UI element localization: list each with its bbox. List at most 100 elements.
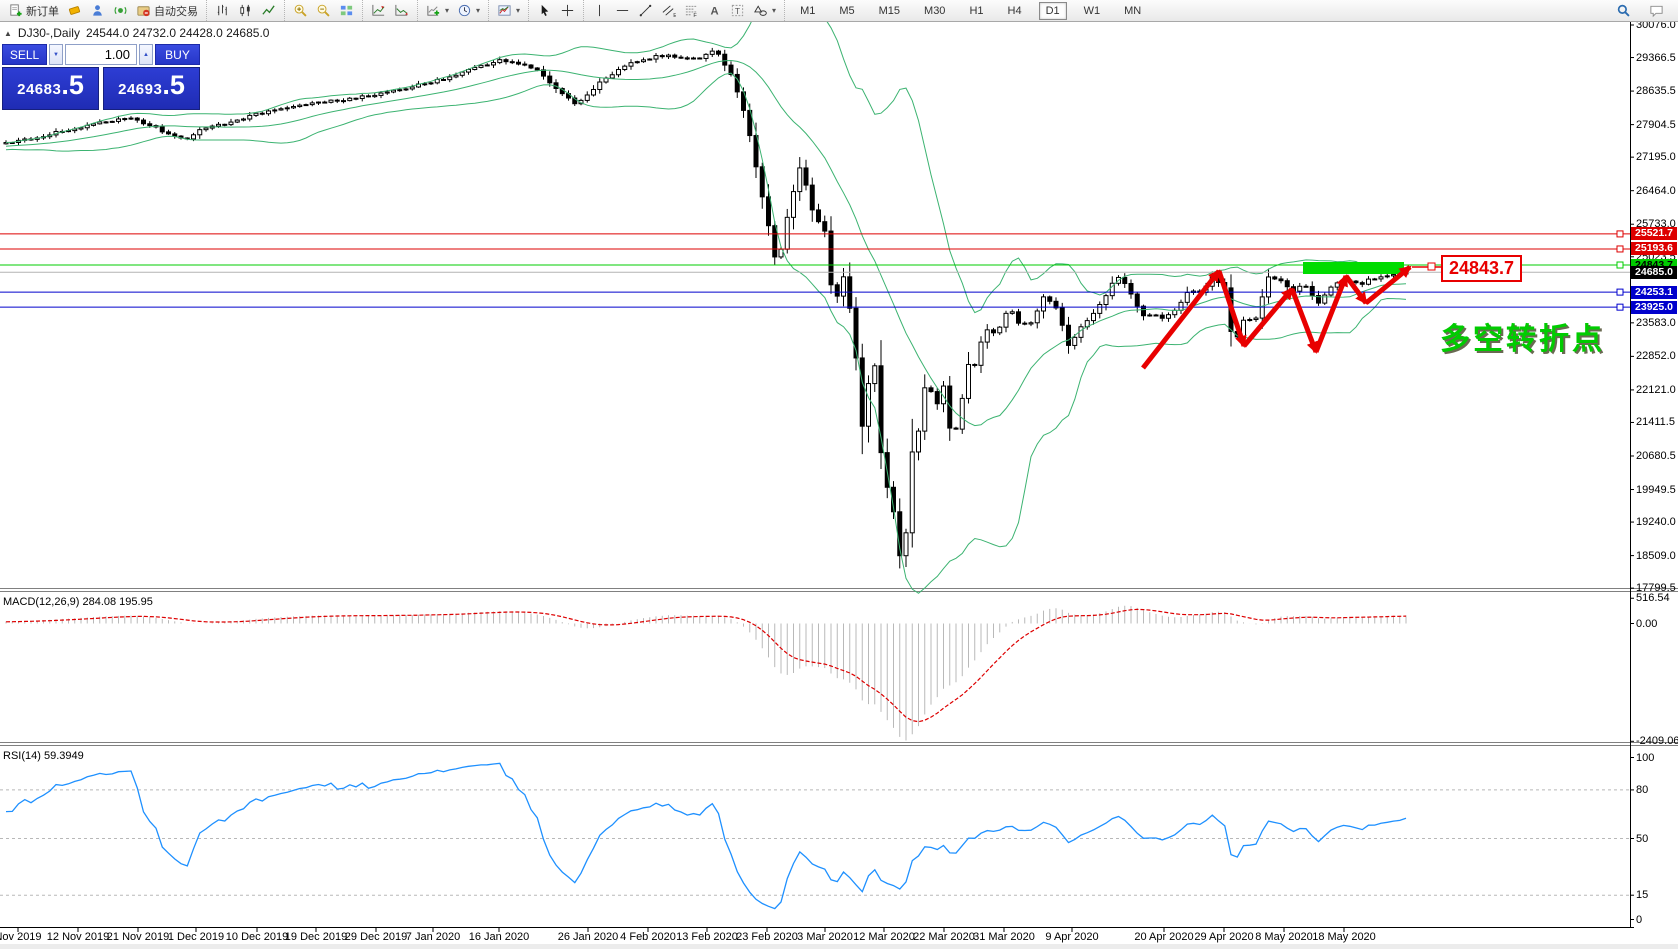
sell-price-display[interactable]: 246835 xyxy=(2,67,99,110)
label-tool-button[interactable]: T xyxy=(726,2,749,20)
new-order-button[interactable]: 新订单 xyxy=(4,2,63,20)
search-icon xyxy=(1617,4,1630,17)
auto-trading-button[interactable]: 自动交易 xyxy=(132,2,202,20)
timeframe-button-m30[interactable]: M30 xyxy=(917,2,952,20)
scale-window-button[interactable] xyxy=(390,2,413,20)
bar-chart-mode-button[interactable] xyxy=(211,2,234,20)
line-handle[interactable] xyxy=(1616,303,1624,311)
timeframe-bar: M1 M5 M15 M30 H1 H4 D1 W1 MN xyxy=(785,1,1156,20)
price-callout-label[interactable]: 24843.7 xyxy=(1441,255,1522,282)
text-tool-button[interactable]: A xyxy=(703,2,726,20)
zoom-out-icon xyxy=(317,4,330,17)
broadcast-button[interactable] xyxy=(109,2,132,20)
horizontal-line-tool-button[interactable] xyxy=(611,2,634,20)
window-bottom-strip xyxy=(0,944,1678,949)
new-order-icon xyxy=(10,4,22,17)
chart-template-icon xyxy=(498,5,511,16)
svg-text:A: A xyxy=(710,6,718,18)
ohlc-values: 24544.0 24732.0 24428.0 24685.0 xyxy=(85,26,270,40)
toolbar-group-standard: 新订单 自动交易 xyxy=(0,0,207,21)
zigzag-trend-arrows[interactable] xyxy=(1141,265,1412,370)
vertical-line-tool-button[interactable] xyxy=(588,2,611,20)
line-chart-mode-button[interactable] xyxy=(257,2,280,20)
volume-decrease-button[interactable]: ▼ xyxy=(49,44,63,65)
chevron-down-icon: ▾ xyxy=(772,6,777,15)
add-indicator-icon xyxy=(427,5,440,16)
text-label-icon: T xyxy=(731,4,744,17)
buy-price-pip: 5 xyxy=(162,72,185,99)
new-order-label: 新订单 xyxy=(26,5,59,18)
tile-windows-button[interactable] xyxy=(335,2,358,20)
timeframe-button-m15[interactable]: M15 xyxy=(872,2,907,20)
triangle-down-icon: ▼ xyxy=(53,51,59,58)
toolbar-group-chart-type: ▾ xyxy=(489,0,530,21)
timeframe-button-mn[interactable]: MN xyxy=(1117,2,1148,20)
line-handle[interactable] xyxy=(1616,288,1624,296)
add-indicator-button[interactable]: ▾ xyxy=(422,2,453,20)
equidistant-channel-icon: E xyxy=(662,5,676,18)
timeframe-button-m5[interactable]: M5 xyxy=(832,2,861,20)
toolbar-group-objects: E F A T ▾ xyxy=(584,0,786,21)
macd-histogram xyxy=(5,605,1407,741)
vertical-line-icon xyxy=(599,4,601,17)
chat-button[interactable] xyxy=(1645,2,1668,20)
sell-price-pip: 5 xyxy=(61,72,84,99)
timeframe-button-m1[interactable]: M1 xyxy=(793,2,822,20)
shapes-tool-button[interactable]: ▾ xyxy=(749,2,780,20)
candlestick-mode-button[interactable] xyxy=(234,2,257,20)
channel-tool-button[interactable]: E xyxy=(657,2,680,20)
candlesticks xyxy=(3,47,1409,569)
tile-windows-icon xyxy=(340,5,353,16)
ticket-icon xyxy=(68,6,81,15)
fibonacci-tool-button[interactable]: F xyxy=(680,2,703,20)
clock-icon xyxy=(458,4,471,17)
broadcast-icon xyxy=(114,6,127,15)
timeframe-button-d1[interactable]: D1 xyxy=(1038,1,1067,20)
crosshair-button[interactable] xyxy=(556,2,579,20)
zoom-in-button[interactable] xyxy=(289,2,312,20)
auto-trading-label: 自动交易 xyxy=(154,5,198,18)
toolbar-group-cursor xyxy=(529,0,585,21)
shapes-icon xyxy=(754,5,767,16)
trendline-tool-button[interactable] xyxy=(634,2,657,20)
svg-text:F: F xyxy=(693,13,697,18)
line-handle[interactable] xyxy=(1616,230,1624,238)
turning-point-annotation[interactable]: 多空转折点 xyxy=(1440,323,1605,356)
macd-signal-line xyxy=(5,608,1407,723)
crosshair-icon xyxy=(561,4,574,17)
profiles-button[interactable] xyxy=(63,2,86,20)
sell-button[interactable]: SELL xyxy=(2,44,47,65)
zoom-out-button[interactable] xyxy=(312,2,335,20)
volume-increase-button[interactable]: ▲ xyxy=(139,44,153,65)
green-zone-rectangle[interactable] xyxy=(1303,262,1404,274)
candlestick-icon xyxy=(240,4,250,17)
one-click-trading-panel: SELL ▼ ▲ BUY 246835 246935 xyxy=(2,44,200,110)
indicator-chart-icon xyxy=(372,4,385,16)
chevron-down-icon: ▾ xyxy=(516,6,521,15)
buy-price-main: 24693 xyxy=(118,81,163,98)
buy-price-display[interactable]: 246935 xyxy=(103,67,200,110)
horizontal-line-icon xyxy=(616,10,629,11)
volume-input[interactable] xyxy=(65,44,137,65)
period-clock-button[interactable]: ▾ xyxy=(453,2,484,20)
timeframe-button-h1[interactable]: H1 xyxy=(962,2,990,20)
timeframe-button-w1[interactable]: W1 xyxy=(1077,2,1108,20)
cursor-button[interactable] xyxy=(533,2,556,20)
market-watch-button[interactable] xyxy=(86,2,109,20)
line-handle[interactable] xyxy=(1616,261,1624,269)
buy-button[interactable]: BUY xyxy=(155,44,200,65)
timeframe-button-h4[interactable]: H4 xyxy=(1001,2,1029,20)
symbol-marker-icon: ▲ xyxy=(4,28,12,38)
auto-trading-icon xyxy=(137,6,150,17)
trendline-icon xyxy=(639,4,652,17)
symbol-period-label: DJ30-,Daily xyxy=(17,26,80,40)
chevron-down-icon: ▾ xyxy=(476,6,481,15)
fibonacci-icon: F xyxy=(685,5,697,18)
line-handle[interactable] xyxy=(1616,245,1624,253)
chart-template-button[interactable]: ▾ xyxy=(493,2,524,20)
indicators-window-button[interactable] xyxy=(367,2,390,20)
sell-price-main: 24683 xyxy=(17,81,62,98)
toolbar-group-scale xyxy=(363,0,418,21)
search-button[interactable] xyxy=(1612,2,1635,20)
